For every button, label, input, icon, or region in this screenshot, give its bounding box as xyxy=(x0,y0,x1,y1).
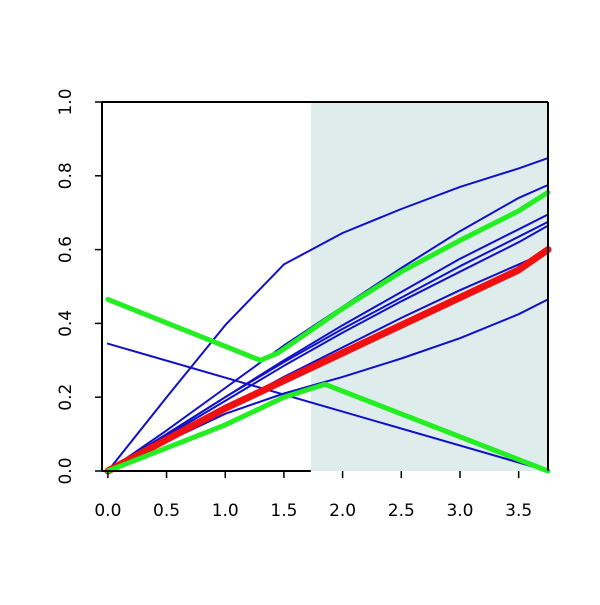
y-tick-label: 1.0 xyxy=(56,88,76,115)
x-tick-label: 3.0 xyxy=(446,501,473,521)
y-tick-label: 0.0 xyxy=(56,457,76,484)
series-line-10 xyxy=(105,189,551,363)
ticks-layer: 0.0 0.5 1.0 1.5 2.0 2.5 3.0 3.5 0.0 0.2 0.4 0.6 0.8 1… xyxy=(56,88,532,521)
x-tick-label: 2.5 xyxy=(388,501,415,521)
series-line-4 xyxy=(106,224,549,472)
series-line-3 xyxy=(106,157,549,472)
series-line-9 xyxy=(104,246,552,475)
series-layer xyxy=(104,157,552,475)
x-tick-label: 2.0 xyxy=(329,501,356,521)
series-line-6 xyxy=(106,220,549,472)
x-tick-label: 1.0 xyxy=(212,501,239,521)
y-tick-label: 0.2 xyxy=(56,384,76,411)
axes-layer xyxy=(101,101,549,472)
y-tick-label: 0.8 xyxy=(56,162,76,189)
x-tick-label: 0.5 xyxy=(153,501,180,521)
x-tick-label: 0.0 xyxy=(94,501,121,521)
y-tick-label: 0.6 xyxy=(56,236,76,263)
series-line-8 xyxy=(106,342,549,472)
y-tick-label: 0.4 xyxy=(56,310,76,337)
x-tick-label: 3.5 xyxy=(505,501,532,521)
series-line-11 xyxy=(105,381,551,474)
x-tick-label: 1.5 xyxy=(270,501,297,521)
